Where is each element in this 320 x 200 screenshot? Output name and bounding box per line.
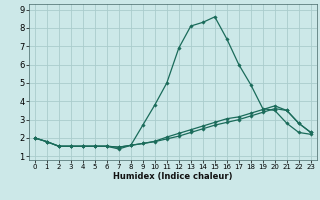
X-axis label: Humidex (Indice chaleur): Humidex (Indice chaleur) bbox=[113, 172, 233, 181]
